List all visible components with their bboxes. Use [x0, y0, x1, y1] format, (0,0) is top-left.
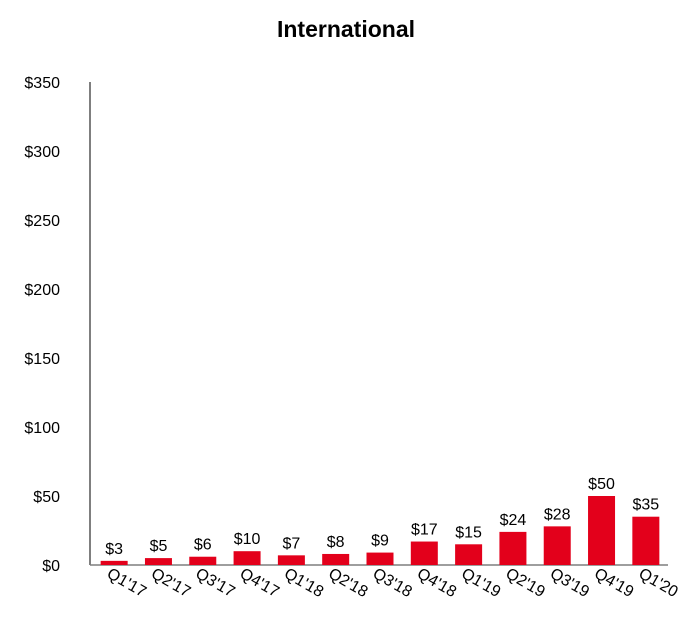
y-tick-label: $150 — [24, 351, 60, 368]
bar-data-label: $24 — [500, 512, 527, 529]
y-tick-label: $350 — [24, 75, 60, 92]
x-tick-label: Q4'18 — [414, 565, 459, 601]
bar — [499, 531, 527, 565]
bar-data-label: $17 — [411, 522, 438, 539]
bar — [233, 551, 261, 565]
x-tick-label: Q1'17 — [104, 565, 149, 601]
bar — [100, 560, 128, 565]
y-tick-label: $200 — [24, 282, 60, 299]
y-tick-label: $300 — [24, 144, 60, 161]
bar — [366, 552, 394, 565]
x-tick-label: Q3'19 — [547, 565, 592, 601]
bar-data-label: $8 — [327, 534, 345, 551]
bar-data-label: $28 — [544, 506, 571, 523]
x-tick-label: Q2'18 — [325, 565, 370, 601]
bar — [322, 553, 350, 565]
x-tick-label: Q3'17 — [192, 565, 237, 601]
x-tick-label: Q1'18 — [281, 565, 326, 601]
bar-data-label: $10 — [234, 531, 261, 548]
x-tick-label: Q1'20 — [636, 565, 681, 601]
bar-data-label: $5 — [150, 538, 168, 555]
bar-data-label: $15 — [455, 524, 482, 541]
bar-data-label: $7 — [282, 535, 300, 552]
y-tick-label: $50 — [33, 489, 60, 506]
bar-data-label: $50 — [588, 476, 615, 493]
bar-data-label: $3 — [105, 541, 123, 558]
bar — [543, 526, 571, 565]
chart-title: International — [276, 16, 415, 42]
y-tick-label: $0 — [42, 558, 60, 575]
y-tick-label: $100 — [24, 420, 60, 437]
x-tick-label: Q4'19 — [591, 565, 636, 601]
bar — [144, 558, 172, 565]
bar — [588, 496, 616, 565]
bar-data-label: $9 — [371, 533, 389, 550]
x-tick-label: Q2'19 — [503, 565, 548, 601]
x-tick-label: Q1'19 — [458, 565, 503, 601]
x-tick-label: Q2'17 — [148, 565, 193, 601]
x-tick-label: Q4'17 — [237, 565, 282, 601]
bar — [189, 556, 217, 565]
bar-data-label: $6 — [194, 537, 212, 554]
bar — [410, 541, 438, 565]
bar — [455, 544, 483, 565]
bar — [277, 555, 305, 565]
bar — [632, 516, 660, 565]
bar-data-label: $35 — [632, 497, 659, 514]
y-tick-label: $250 — [24, 213, 60, 230]
x-tick-label: Q3'18 — [370, 565, 415, 601]
